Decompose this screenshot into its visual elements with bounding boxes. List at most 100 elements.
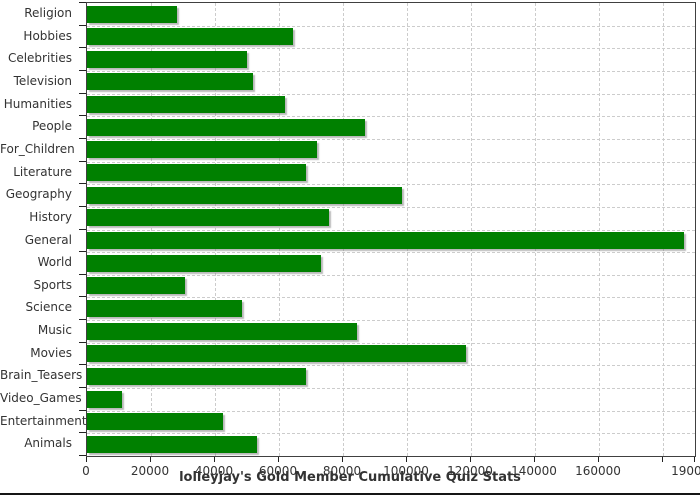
bar xyxy=(87,186,403,204)
bar xyxy=(87,96,286,114)
x-axis-tick xyxy=(86,457,87,462)
x-axis-tick xyxy=(662,457,663,462)
x-axis-tick-label: 120000 xyxy=(447,464,493,478)
y-axis-tick xyxy=(79,296,86,298)
x-axis-tick-label: 100000 xyxy=(383,464,429,478)
gridline-horizontal xyxy=(87,138,695,140)
bar xyxy=(87,209,329,227)
x-axis-tick xyxy=(278,457,279,462)
y-axis-tick xyxy=(79,160,86,162)
gridline-vertical xyxy=(471,3,472,456)
gridline-vertical xyxy=(663,3,664,456)
category-label: Animals xyxy=(24,436,72,451)
gridline-vertical xyxy=(151,3,152,456)
y-axis-tick xyxy=(79,115,86,117)
gridline-horizontal xyxy=(87,70,695,72)
gridline-horizontal xyxy=(87,161,695,163)
category-label: History xyxy=(29,209,72,224)
y-axis-tick xyxy=(79,92,86,94)
x-axis-tick-label: 20000 xyxy=(130,464,170,478)
category-label: World xyxy=(37,255,72,270)
category-label: Sports xyxy=(33,277,72,292)
x-axis-tick xyxy=(470,457,471,462)
bar xyxy=(87,254,321,272)
gridline-horizontal xyxy=(87,342,695,344)
category-label: Video_Games xyxy=(0,391,82,406)
bar xyxy=(87,277,185,295)
y-axis-tick xyxy=(79,455,86,456)
y-axis-tick xyxy=(79,364,86,366)
category-label: Geography xyxy=(5,187,72,202)
bottom-divider xyxy=(0,493,700,495)
bar xyxy=(87,413,223,431)
x-axis-tick xyxy=(534,457,535,462)
x-axis-tick-label: 60000 xyxy=(258,464,298,478)
bar xyxy=(87,164,307,182)
category-label: For_Children xyxy=(0,141,75,156)
gridline-horizontal xyxy=(87,433,695,435)
gridline-vertical xyxy=(407,3,408,456)
category-label: People xyxy=(32,119,72,134)
bar xyxy=(87,390,123,408)
category-label: Celebrities xyxy=(7,51,72,66)
x-axis-tick-label: 190000 xyxy=(671,464,700,478)
y-axis-tick xyxy=(79,387,86,389)
x-axis-tick xyxy=(214,457,215,462)
y-axis-tick xyxy=(79,228,86,230)
category-label: Hobbies xyxy=(23,28,72,43)
y-axis-tick xyxy=(79,47,86,49)
bar xyxy=(87,141,318,159)
y-axis-tick xyxy=(79,2,86,3)
x-axis-tick xyxy=(342,457,343,462)
y-axis-tick xyxy=(79,273,86,275)
category-label: Movies xyxy=(30,345,72,360)
bar xyxy=(87,118,366,136)
gridline-horizontal xyxy=(87,297,695,299)
bar xyxy=(87,322,358,340)
gridline-horizontal xyxy=(87,93,695,95)
bar xyxy=(87,5,177,23)
y-axis-tick xyxy=(79,251,86,253)
gridline-horizontal xyxy=(87,274,695,276)
gridline-vertical xyxy=(279,3,280,456)
x-axis-tick xyxy=(694,457,695,462)
gridline-horizontal xyxy=(87,206,695,208)
bar xyxy=(87,299,243,317)
x-axis-tick-label: 80000 xyxy=(322,464,362,478)
y-axis-tick xyxy=(79,24,86,26)
category-label: Entertainment xyxy=(0,413,87,428)
bar xyxy=(87,345,467,363)
gridline-horizontal xyxy=(87,252,695,254)
gridline-vertical xyxy=(215,3,216,456)
bar xyxy=(87,435,257,453)
category-label: Humanities xyxy=(3,96,72,111)
category-label: Science xyxy=(25,300,72,315)
x-axis-tick xyxy=(598,457,599,462)
gridline-horizontal xyxy=(87,184,695,186)
y-axis-tick xyxy=(79,432,86,434)
x-axis-tick-label: 40000 xyxy=(194,464,234,478)
category-label: Television xyxy=(13,73,72,88)
x-axis-tick-label: 0 xyxy=(82,464,90,478)
bar xyxy=(87,28,294,46)
bar xyxy=(87,50,247,68)
y-axis-tick xyxy=(79,183,86,185)
gridline-vertical xyxy=(535,3,536,456)
x-axis-tick-label: 160000 xyxy=(575,464,621,478)
y-axis-tick xyxy=(79,69,86,71)
y-axis-tick xyxy=(79,409,86,411)
category-label: General xyxy=(24,232,72,247)
gridline-vertical xyxy=(343,3,344,456)
bar xyxy=(87,73,254,91)
gridline-horizontal xyxy=(87,116,695,118)
y-axis-tick xyxy=(79,205,86,207)
y-axis-tick xyxy=(79,319,86,321)
plot-area xyxy=(86,2,696,457)
chart-title: lolleyjay's Gold Member Cumulative Quiz … xyxy=(179,470,521,485)
x-axis-tick xyxy=(150,457,151,462)
gridline-horizontal xyxy=(87,229,695,231)
x-axis-tick-label: 140000 xyxy=(511,464,557,478)
gridline-horizontal xyxy=(87,25,695,27)
bar xyxy=(87,232,684,249)
y-axis-tick xyxy=(79,341,86,343)
